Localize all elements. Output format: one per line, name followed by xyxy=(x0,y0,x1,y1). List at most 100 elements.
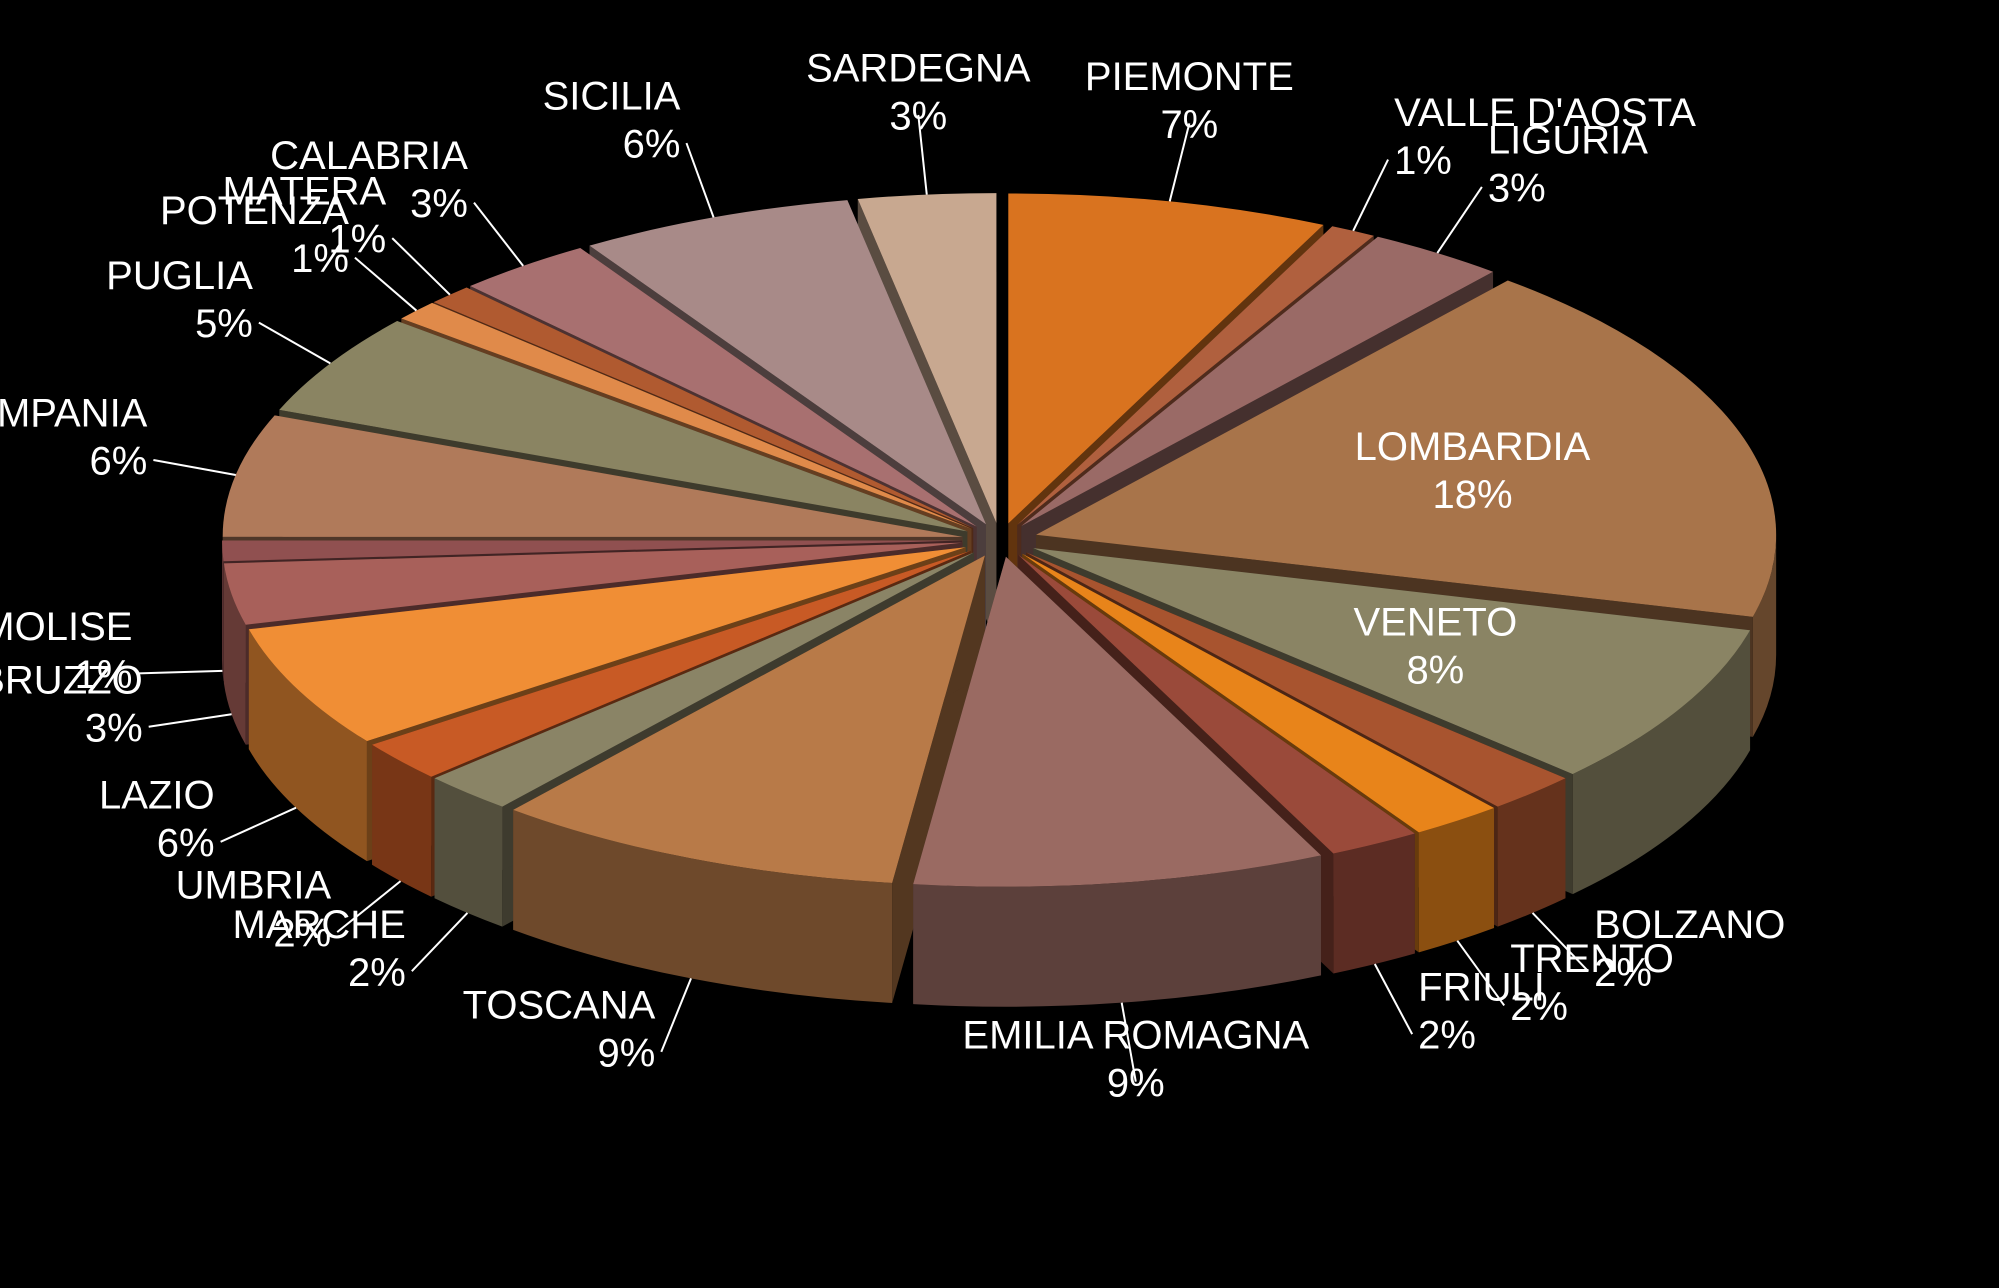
leader-line xyxy=(220,806,297,843)
slice xyxy=(1017,226,1374,525)
slice-value-label: 1% xyxy=(291,237,349,281)
slice xyxy=(1018,554,1415,854)
slice-value-label: 6% xyxy=(90,440,148,484)
slice-side xyxy=(222,540,224,682)
leader-line xyxy=(1456,940,1506,1006)
slice-value-label: 3% xyxy=(410,182,468,226)
slice-label: TRENTO xyxy=(1510,937,1674,981)
slice xyxy=(589,200,987,525)
slice-label: PUGLIA xyxy=(106,254,253,298)
slice xyxy=(222,540,963,562)
slice xyxy=(513,555,985,1003)
slice-label: FRIULI xyxy=(1418,966,1545,1010)
leader-line xyxy=(138,669,223,675)
slice xyxy=(433,287,974,529)
leader-line xyxy=(411,912,469,972)
slice-value-label: 2% xyxy=(348,951,406,995)
slice-side xyxy=(513,809,893,1003)
slice-side xyxy=(1497,778,1566,927)
slice xyxy=(372,550,971,777)
slice-value-label: 1% xyxy=(75,653,133,697)
slice-label: TOSCANA xyxy=(463,983,656,1027)
leader-line xyxy=(1531,912,1589,972)
leader-line xyxy=(660,978,692,1053)
slice-label: SICILIA xyxy=(543,75,681,119)
leader-line xyxy=(153,459,236,476)
slice xyxy=(1022,553,1495,833)
slice xyxy=(401,302,972,529)
slice-side xyxy=(434,778,503,927)
leader-line xyxy=(1168,123,1191,202)
slice-value-label: 6% xyxy=(157,821,215,865)
slice-value-label: 9% xyxy=(1107,1061,1165,1105)
slice-label: POTENZA xyxy=(160,189,349,233)
slice-side xyxy=(1418,807,1495,953)
slice-value-label: 7% xyxy=(1160,103,1218,147)
slice-side xyxy=(1572,630,1751,895)
slice-value-label: 1% xyxy=(1394,139,1452,183)
slice-value-label: 6% xyxy=(623,123,681,167)
leader-line xyxy=(1436,186,1483,254)
slice-value-label: 9% xyxy=(597,1031,655,1075)
slice-label: UMBRIA xyxy=(176,864,332,908)
slice xyxy=(1033,548,1751,775)
slice-label: LOMBARDIA xyxy=(1355,425,1591,469)
slice-label: MATERA xyxy=(223,170,387,214)
slice-value-label: 5% xyxy=(195,302,253,346)
slice-label: LIGURIA xyxy=(1488,118,1648,162)
leader-line xyxy=(685,142,715,218)
slice-side xyxy=(1752,534,1777,737)
slice-side xyxy=(248,629,367,862)
leader-line xyxy=(1120,1002,1137,1082)
slice-label: MOLISE xyxy=(0,605,132,649)
slice-value-label: 2% xyxy=(1418,1014,1476,1058)
leader-line xyxy=(917,114,928,195)
slice-label: CAMPANIA xyxy=(0,392,148,436)
slice-value-label: 8% xyxy=(1406,648,1464,692)
slice-label: MARCHE xyxy=(232,903,405,947)
slice xyxy=(857,193,997,524)
slice-value-label: 3% xyxy=(1488,166,1546,210)
leader-line xyxy=(473,202,524,267)
slice-value-label: 3% xyxy=(889,95,947,139)
slice xyxy=(1008,193,1324,524)
slice-label: LAZIO xyxy=(99,773,215,817)
slice-value-label: 3% xyxy=(85,706,143,750)
slice-value-label: 2% xyxy=(1510,985,1568,1029)
leader-line xyxy=(148,713,232,728)
slice xyxy=(279,321,968,532)
slice xyxy=(248,547,966,742)
slice xyxy=(222,415,963,537)
slice-value-label: 2% xyxy=(273,912,331,956)
slice-label: PIEMONTE xyxy=(1085,55,1294,99)
slice-label: BOLZANO xyxy=(1594,903,1785,947)
slice-value-label: 18% xyxy=(1432,473,1512,517)
slice-side xyxy=(1333,833,1415,974)
slice-value-label: 2% xyxy=(1594,951,1652,995)
slice-label: SARDEGNA xyxy=(806,47,1031,91)
slice xyxy=(223,542,963,625)
slice xyxy=(913,556,1322,1007)
slice-label: VENETO xyxy=(1353,600,1517,644)
slice-side xyxy=(913,855,1322,1007)
slice xyxy=(470,247,977,527)
leader-line xyxy=(1373,963,1414,1035)
slice-side xyxy=(372,744,432,897)
slice-label: VALLE D'AOSTA xyxy=(1394,91,1696,135)
slice xyxy=(513,555,985,883)
leader-line xyxy=(354,256,418,312)
slice xyxy=(1026,552,1566,807)
slice xyxy=(913,556,1322,887)
slice xyxy=(1021,236,1494,526)
leader-line xyxy=(336,880,402,933)
slice-value-label: 1% xyxy=(328,218,386,262)
slice-label: ABRUZZO xyxy=(0,658,143,702)
leader-line xyxy=(258,321,331,365)
slice xyxy=(434,552,974,807)
slice-label: CALABRIA xyxy=(270,134,468,178)
slice-label: EMILIA ROMAGNA xyxy=(962,1013,1309,1057)
slice-side xyxy=(223,563,246,745)
slice xyxy=(1036,280,1777,617)
